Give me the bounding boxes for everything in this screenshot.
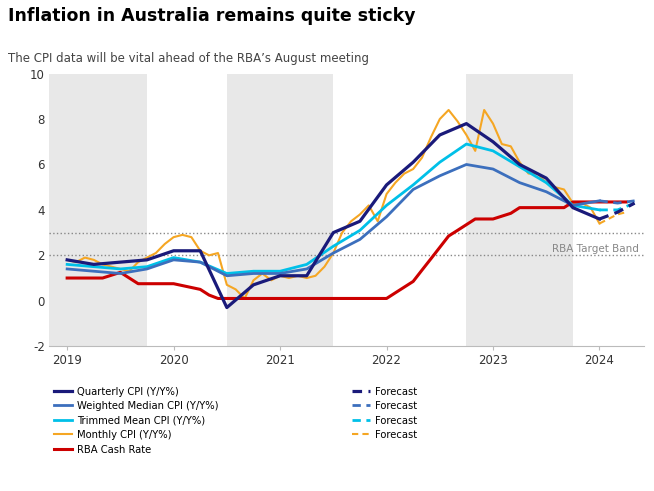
Text: The CPI data will be vital ahead of the RBA’s August meeting: The CPI data will be vital ahead of the …: [8, 52, 369, 64]
Bar: [49, 74, 147, 346]
Bar: [466, 74, 573, 346]
Text: Inflation in Australia remains quite sticky: Inflation in Australia remains quite sti…: [8, 7, 415, 26]
Text: RBA Target Band: RBA Target Band: [551, 244, 638, 254]
Bar: [227, 74, 334, 346]
Legend: Forecast, Forecast, Forecast, Forecast: Forecast, Forecast, Forecast, Forecast: [352, 386, 417, 440]
